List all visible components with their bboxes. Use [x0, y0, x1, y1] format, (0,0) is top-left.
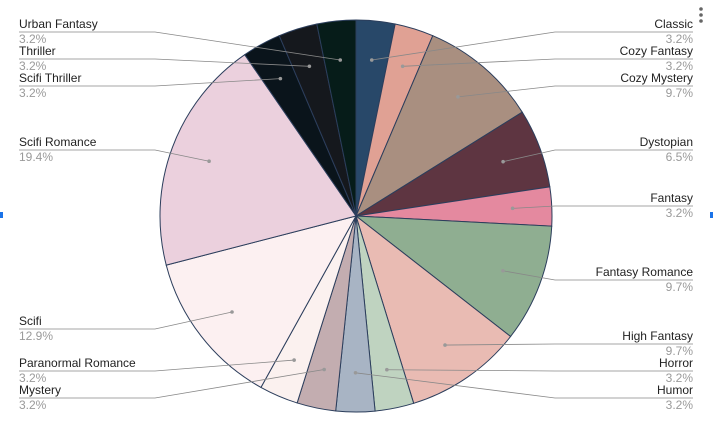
leader-dot [338, 58, 343, 62]
slice-value: 3.2% [19, 398, 47, 412]
slice-label: Thriller [19, 44, 56, 58]
slice-label: Cozy Fantasy [620, 44, 693, 58]
slice-value: 3.2% [666, 32, 694, 46]
slice-value: 9.7% [666, 344, 694, 358]
leader-dot [400, 64, 405, 69]
resize-handle[interactable] [710, 212, 713, 218]
leader-line [19, 149, 210, 162]
leader-line [503, 149, 693, 163]
leader-line [19, 369, 325, 399]
slice-label: Horror [659, 356, 693, 370]
slice-value: 9.7% [666, 280, 694, 294]
leader-dot [230, 310, 234, 314]
leader-line [19, 359, 295, 372]
leader-dot [501, 159, 505, 164]
slice-label: Humor [657, 383, 693, 397]
slice-label: High Fantasy [622, 329, 693, 343]
slice-label: Dystopian [640, 135, 693, 149]
pie-slice [354, 35, 523, 218]
slice-label: Classic [654, 17, 693, 31]
slice-value: 3.2% [19, 86, 47, 100]
slice-label: Scifi Romance [19, 135, 97, 149]
leader-line [502, 270, 693, 281]
slice-label: Scifi Thriller [19, 71, 81, 85]
slice-label: Cozy Mystery [620, 71, 693, 85]
slice-value: 3.2% [666, 371, 694, 385]
pie-slice [316, 19, 357, 217]
leader-dot [307, 64, 312, 69]
leader-line [457, 85, 693, 98]
leader-dot [353, 370, 358, 375]
slice-value: 3.2% [666, 398, 694, 412]
slice-label: Mystery [19, 383, 61, 397]
leader-dot [456, 95, 460, 99]
leader-line [402, 58, 693, 67]
slice-value: 3.2% [19, 371, 47, 385]
leader-dot [292, 358, 296, 362]
leader-dot [322, 367, 326, 372]
pie-slice [354, 215, 553, 338]
slice-value: 12.9% [19, 329, 53, 343]
pie-slice [159, 53, 357, 266]
leader-dot [369, 58, 374, 62]
leader-line [355, 372, 693, 399]
slice-value: 19.4% [19, 150, 53, 164]
slice-label: Paranormal Romance [19, 356, 136, 370]
leader-dot [443, 343, 447, 347]
slice-value: 3.2% [666, 59, 694, 73]
leader-line [19, 78, 281, 87]
leader-line [19, 58, 310, 67]
leader-dot [501, 268, 505, 273]
slice-label: Fantasy Romance [596, 265, 694, 279]
slice-label: Fantasy [650, 191, 693, 205]
leader-dot [510, 206, 515, 211]
leader-dot [278, 76, 283, 81]
slice-label: Scifi [19, 314, 42, 328]
leader-dot [385, 367, 389, 372]
leader-line [386, 369, 693, 372]
slice-value: 9.7% [666, 86, 694, 100]
menu-icon[interactable] [699, 7, 703, 23]
slice-label: Urban Fantasy [19, 17, 98, 31]
resize-handle[interactable] [0, 212, 3, 218]
slice-value: 3.2% [19, 32, 47, 46]
leader-dot [207, 159, 211, 164]
leader-line [512, 205, 693, 209]
leader-line [371, 31, 693, 61]
slice-value: 3.2% [19, 59, 47, 73]
pie-slice [355, 214, 512, 404]
leader-line [445, 343, 693, 346]
leader-line [19, 311, 233, 330]
slice-value: 6.5% [666, 150, 694, 164]
leader-line [19, 31, 341, 61]
slice-value: 3.2% [666, 206, 694, 220]
